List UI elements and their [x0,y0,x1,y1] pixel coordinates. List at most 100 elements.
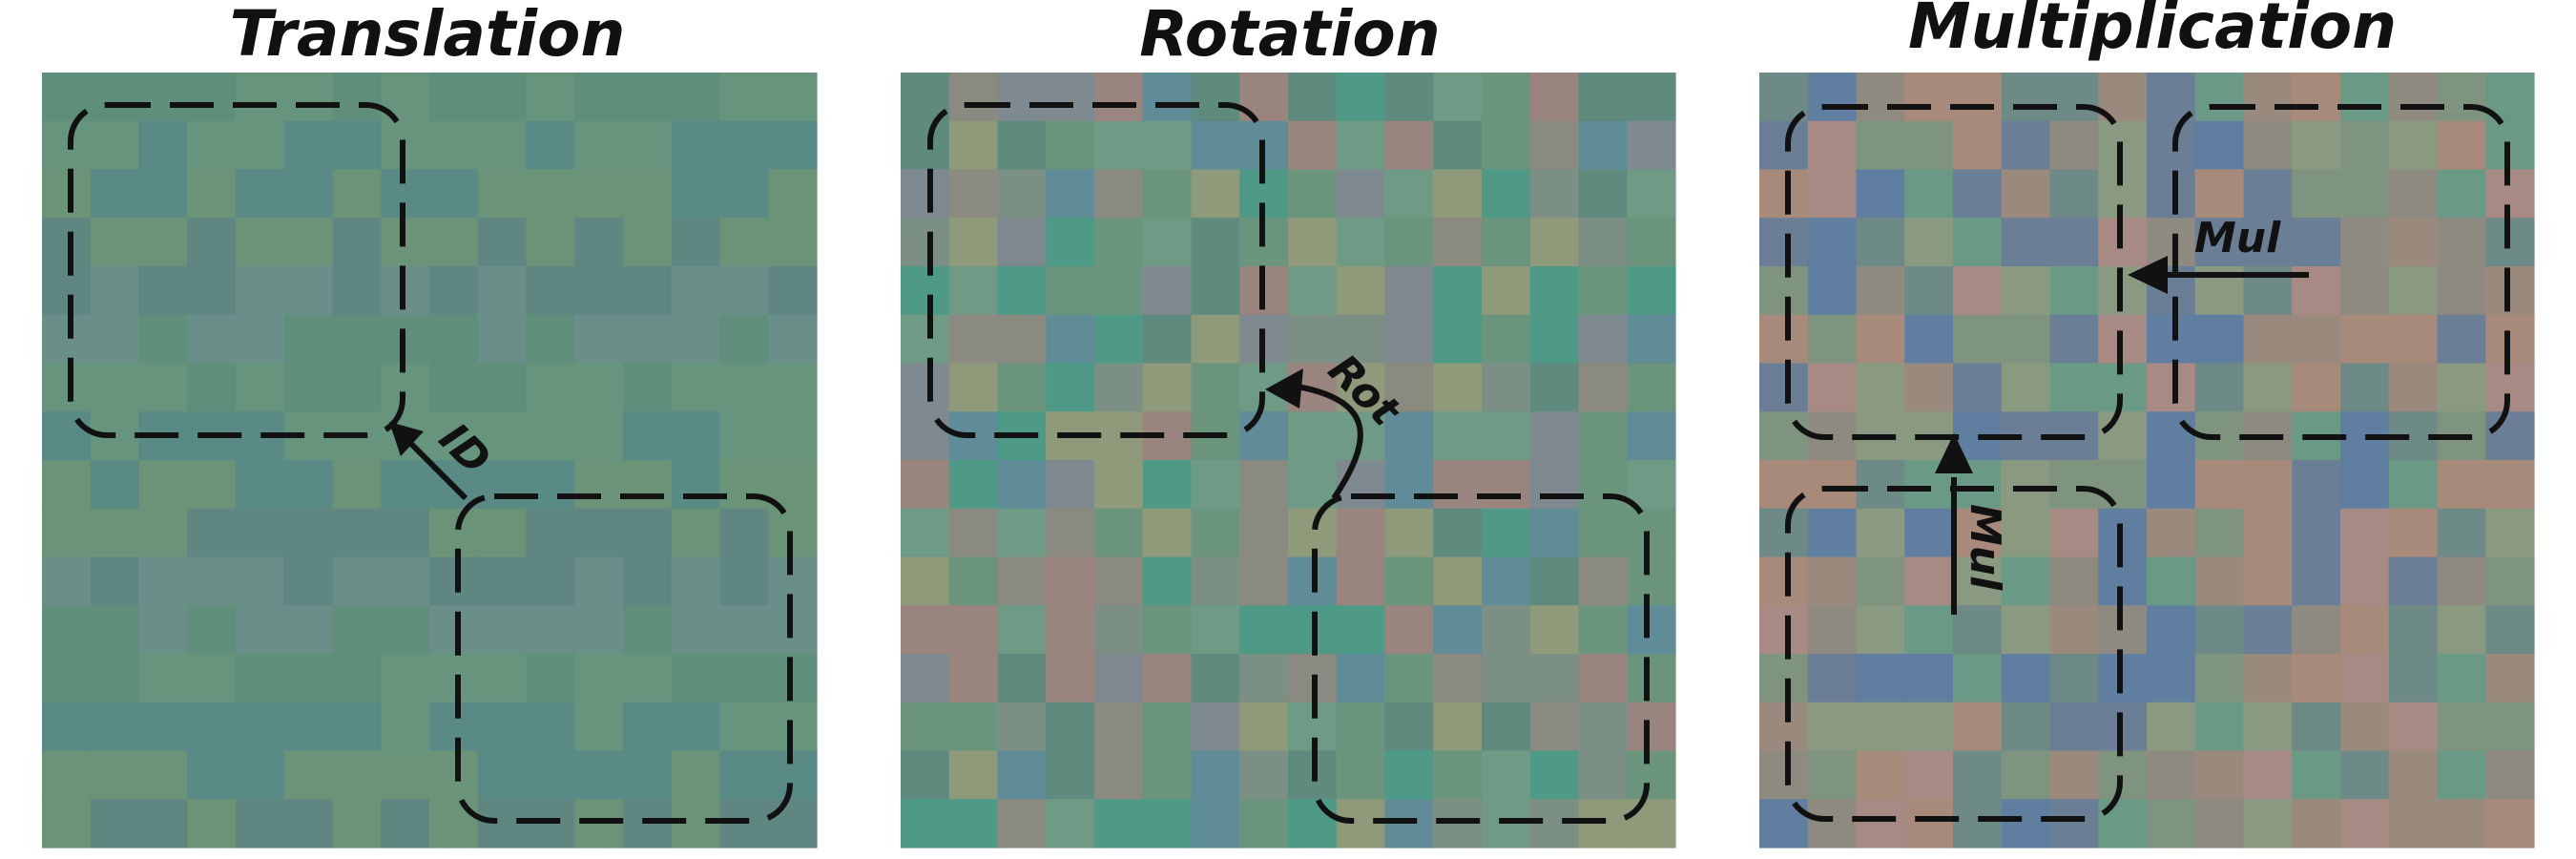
heatmap-cell [332,266,382,316]
heatmap-cell [2437,508,2486,558]
heatmap-cell [526,411,575,461]
heatmap-cell [429,411,479,461]
heatmap-cell [1142,605,1193,655]
heatmap-cell [2098,750,2148,800]
heatmap-cell [1578,218,1628,267]
heatmap-cell [2340,266,2390,316]
heatmap-cell [901,605,950,655]
heatmap-cell [719,73,769,122]
heatmap-cell [429,508,479,558]
heatmap-cell [2147,411,2196,461]
multiplication-vertical-arrow-label: Mul [1961,504,2009,591]
heatmap-cell [768,120,818,171]
heatmap-cell [719,702,769,752]
heatmap-cell [2001,460,2051,510]
heatmap-cell [1904,556,1954,606]
heatmap-cell [138,460,188,510]
heatmap-cell [1904,73,1954,122]
heatmap-cell [332,460,382,510]
heatmap-cell [1627,702,1676,752]
heatmap-cell [901,411,950,461]
heatmap-cell [1433,654,1483,703]
heatmap-cell [1288,73,1338,122]
heatmap-cell [1904,314,1954,365]
heatmap-cell [1336,266,1386,316]
heatmap-cell [2049,460,2099,510]
heatmap-cell [2243,120,2293,171]
heatmap-cell [2049,750,2099,800]
heatmap-cell [1578,266,1628,316]
heatmap-cell [2292,218,2341,267]
heatmap-cell [1191,314,1240,365]
heatmap-cell [1384,314,1434,365]
heatmap-cell [2340,363,2390,412]
heatmap-cell [1627,799,1676,849]
heatmap-cell [1384,363,1434,412]
heatmap-cell [1094,460,1144,510]
heatmap-cell [2292,120,2341,171]
heatmap-cell [2437,363,2486,412]
heatmap-cell [90,120,140,171]
heatmap-cell [2049,508,2099,558]
heatmap-cell [2049,266,2099,316]
heatmap-cell [1904,169,1954,219]
heatmap-cell [42,605,92,655]
heatmap-cell [2194,508,2245,558]
heatmap-cell [429,73,479,122]
heatmap-cell [1807,654,1858,703]
heatmap-cell [1627,120,1676,171]
heatmap-cell [1094,218,1144,267]
heatmap-cell [477,363,528,412]
heatmap-cell [574,169,624,219]
heatmap-cell [1627,508,1676,558]
multiplication-title: Multiplication [1908,0,2397,63]
heatmap-cell [574,120,624,171]
heatmap-cell [138,556,188,606]
heatmap-cell [2292,169,2341,219]
heatmap-cell [283,508,334,558]
heatmap-cell [332,702,382,752]
heatmap-cell [1239,702,1289,752]
heatmap-cell [2292,702,2341,752]
heatmap-cell [1384,556,1434,606]
heatmap-cell [2437,266,2486,316]
heatmap-cell [2049,314,2099,365]
heatmap-cell [2485,411,2535,461]
heatmap-cell [187,73,237,122]
heatmap-cell [901,556,950,606]
heatmap-cell [1578,605,1628,655]
heatmap-cell [2437,556,2486,606]
heatmap-cell [1856,218,1905,267]
heatmap-cell [1904,750,1954,800]
heatmap-cell [1094,605,1144,655]
heatmap-cell [1046,73,1095,122]
heatmap-cell [2437,702,2486,752]
heatmap-cell [90,702,140,752]
heatmap-cell [477,411,528,461]
heatmap-cell [1336,169,1386,219]
heatmap-cell [283,702,334,752]
heatmap-cell [2194,73,2245,122]
heatmap-cell [901,702,950,752]
heatmap-cell [1578,508,1628,558]
heatmap-cell [1807,702,1858,752]
heatmap-cell [1856,508,1905,558]
heatmap-cell [719,120,769,171]
heatmap-cell [187,218,237,267]
heatmap-cell [997,314,1047,365]
heatmap-cell [381,654,430,703]
heatmap-cell [574,556,624,606]
heatmap-cell [477,654,528,703]
heatmap-cell [719,460,769,510]
heatmap-cell [1627,750,1676,800]
heatmap-cell [42,120,92,171]
heatmap-cell [623,169,673,219]
heatmap-cell [2388,363,2439,412]
heatmap-cell [1191,702,1240,752]
rotation-arrow-head [1265,368,1303,409]
heatmap-cell [2292,460,2341,510]
heatmap-cell [1856,363,1905,412]
heatmap-cell [2049,702,2099,752]
heatmap-cell [2292,314,2341,365]
heatmap-cell [1529,266,1580,316]
